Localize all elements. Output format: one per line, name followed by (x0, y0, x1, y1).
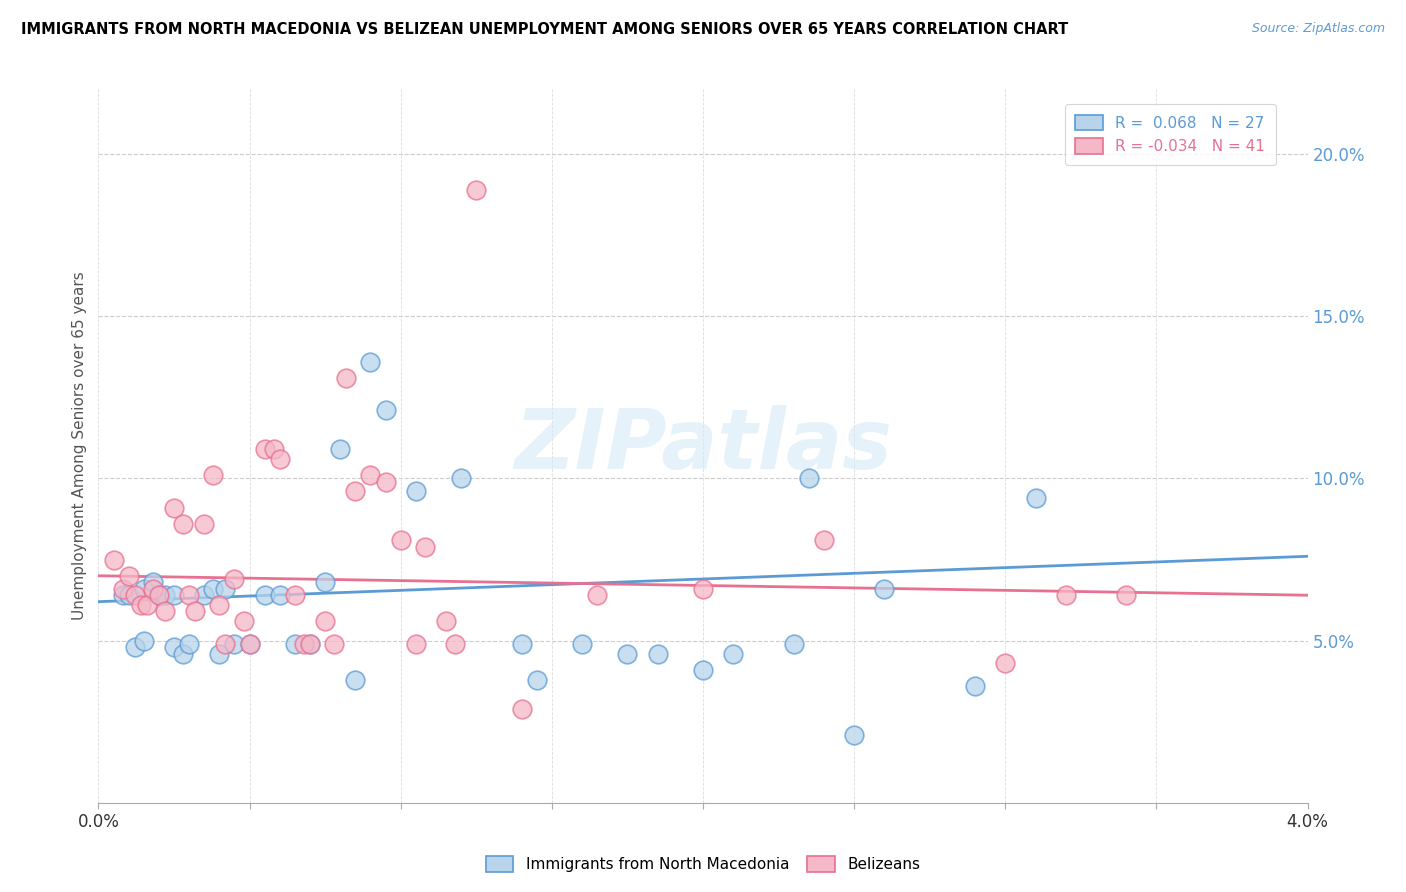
Point (214, 582, 236, 596)
Point (284, 588, 307, 602)
Point (1025, 491, 1047, 505)
Point (314, 575, 336, 590)
Point (148, 588, 170, 602)
Point (292, 637, 315, 651)
Point (1054, 588, 1077, 602)
Point (132, 633, 155, 648)
Point (208, 598, 231, 612)
Point (118, 568, 141, 582)
Point (434, 614, 457, 628)
Point (335, 371, 357, 385)
Point (413, 540, 436, 554)
Point (329, 442, 352, 457)
Point (269, 452, 291, 467)
Point (616, 647, 638, 661)
Point (723, 647, 745, 661)
Point (994, 657, 1017, 671)
Point (405, 637, 427, 651)
Point (323, 637, 346, 651)
Point (692, 663, 714, 677)
Point (172, 647, 194, 661)
Y-axis label: Unemployment Among Seniors over 65 years: Unemployment Among Seniors over 65 years (72, 272, 87, 620)
Point (163, 500, 186, 515)
Point (239, 637, 262, 651)
Point (873, 582, 896, 596)
Point (124, 588, 146, 602)
Point (586, 588, 609, 602)
Point (193, 516, 215, 531)
Point (172, 516, 194, 531)
Point (360, 354, 382, 368)
Point (344, 673, 367, 687)
Point (253, 588, 276, 602)
Point (797, 471, 820, 485)
Point (135, 598, 157, 612)
Point (344, 484, 367, 499)
Point (813, 533, 835, 547)
Point (111, 582, 134, 596)
Point (844, 728, 866, 742)
Point (253, 442, 276, 457)
Point (239, 637, 262, 651)
Point (163, 640, 186, 654)
Point (374, 403, 396, 417)
Point (526, 673, 548, 687)
Point (179, 588, 201, 602)
Point (224, 637, 246, 651)
Point (571, 637, 593, 651)
Point (202, 468, 225, 483)
Point (153, 588, 176, 602)
Point (692, 582, 714, 596)
Text: Source: ZipAtlas.com: Source: ZipAtlas.com (1251, 22, 1385, 36)
Point (374, 475, 396, 489)
Point (214, 637, 236, 651)
Point (202, 582, 225, 596)
Legend: R =  0.068   N = 27, R = -0.034   N = 41: R = 0.068 N = 27, R = -0.034 N = 41 (1064, 104, 1275, 165)
Point (148, 588, 170, 602)
Point (118, 588, 141, 602)
Point (450, 471, 472, 485)
Point (783, 637, 806, 651)
Point (510, 637, 533, 651)
Point (179, 637, 201, 651)
Point (132, 582, 155, 596)
Point (465, 183, 488, 197)
Point (389, 533, 412, 547)
Point (444, 637, 467, 651)
Text: IMMIGRANTS FROM NORTH MACEDONIA VS BELIZEAN UNEMPLOYMENT AMONG SENIORS OVER 65 Y: IMMIGRANTS FROM NORTH MACEDONIA VS BELIZ… (21, 22, 1069, 37)
Point (284, 637, 307, 651)
Legend: Immigrants from North Macedonia, Belizeans: Immigrants from North Macedonia, Belizea… (478, 848, 928, 880)
Point (647, 647, 669, 661)
Point (184, 604, 207, 618)
Point (269, 588, 291, 602)
Point (124, 640, 146, 654)
Point (153, 604, 176, 618)
Point (103, 552, 125, 566)
Point (163, 588, 186, 602)
Point (111, 588, 134, 602)
Point (360, 468, 382, 483)
Point (193, 588, 215, 602)
Text: ZIPatlas: ZIPatlas (515, 406, 891, 486)
Point (299, 637, 322, 651)
Point (142, 582, 165, 596)
Point (232, 614, 254, 628)
Point (129, 598, 152, 612)
Point (263, 442, 285, 457)
Point (314, 614, 336, 628)
Point (965, 679, 987, 693)
Point (510, 702, 533, 716)
Point (299, 637, 322, 651)
Point (1115, 588, 1137, 602)
Point (405, 484, 427, 499)
Point (208, 647, 231, 661)
Point (224, 572, 246, 586)
Point (142, 575, 165, 590)
